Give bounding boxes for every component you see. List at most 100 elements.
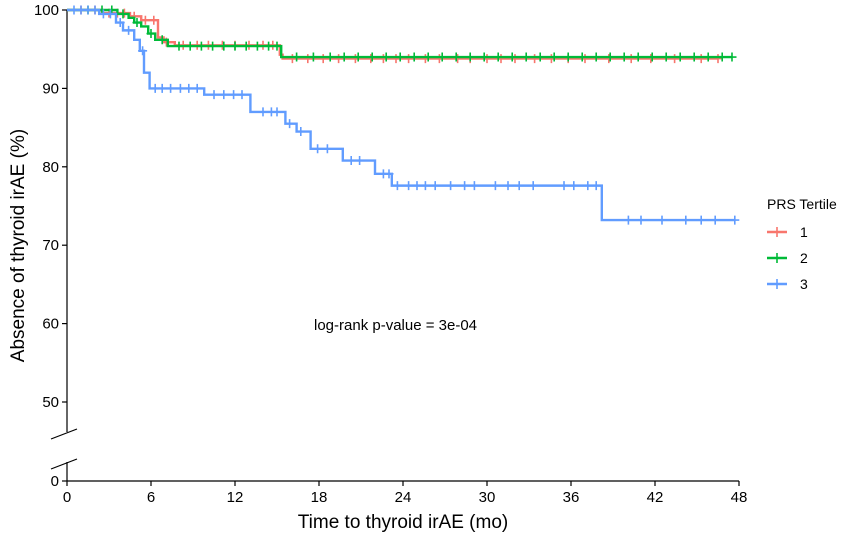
censor-mark	[146, 29, 156, 39]
legend-swatch-cross	[772, 253, 782, 263]
legend-item-2: 2	[767, 250, 808, 266]
censor-mark	[681, 215, 691, 225]
censor-mark	[219, 41, 229, 51]
x-tick-label: 30	[479, 489, 496, 506]
censor-mark	[604, 54, 614, 64]
censor-mark	[423, 52, 433, 62]
censor-mark	[208, 41, 218, 51]
censor-mark	[391, 54, 401, 64]
censor-mark	[710, 215, 720, 225]
censor-mark	[353, 52, 363, 62]
censor-mark	[514, 181, 524, 191]
censor-mark	[623, 215, 633, 225]
censor-mark	[605, 52, 615, 62]
censor-mark	[507, 52, 517, 62]
censor-mark	[530, 54, 540, 64]
censor-mark	[392, 181, 402, 191]
censor-mark	[535, 52, 545, 62]
censor-mark	[633, 52, 643, 62]
censor-mark	[696, 215, 706, 225]
censor-mark	[479, 52, 489, 62]
x-tick-label: 36	[563, 489, 580, 506]
censor-mark	[196, 41, 206, 51]
censor-mark	[577, 52, 587, 62]
censor-mark	[661, 52, 671, 62]
censor-mark	[395, 52, 405, 62]
censor-mark	[713, 54, 723, 64]
censor-mark	[149, 15, 159, 25]
censor-mark	[591, 181, 601, 191]
y-tick-label: 80	[42, 159, 59, 176]
legend-swatch-cross	[772, 227, 782, 237]
legend-swatch-cross	[772, 279, 782, 289]
censor-mark	[230, 41, 240, 51]
censor-mark	[381, 52, 391, 62]
censor-mark	[325, 52, 335, 62]
censor-mark	[185, 41, 195, 51]
censor-mark	[355, 156, 365, 166]
censor-mark	[503, 181, 513, 191]
x-tick-label: 6	[147, 489, 155, 506]
censor-mark	[453, 54, 463, 64]
censor-mark	[569, 181, 579, 191]
series-3	[67, 5, 740, 225]
series-2	[67, 5, 737, 62]
y-axis-title: Absence of thyroid irAE (%)	[8, 129, 29, 362]
censor-mark	[465, 52, 475, 62]
censor-mark	[717, 52, 727, 62]
censor-mark	[138, 46, 148, 56]
censor-mark	[272, 107, 282, 117]
x-tick-label: 42	[647, 489, 664, 506]
censor-mark	[703, 52, 713, 62]
censor-mark	[696, 54, 706, 64]
legend-label: 2	[800, 250, 808, 266]
x-tick-label: 0	[63, 489, 71, 506]
x-axis-title: Time to thyroid irAE (mo)	[298, 512, 508, 533]
censor-mark	[287, 54, 297, 64]
censor-mark	[285, 119, 295, 129]
legend-item-1: 1	[767, 224, 808, 240]
censor-mark	[469, 181, 479, 191]
censor-mark	[313, 144, 323, 154]
censor-mark	[229, 90, 239, 100]
censor-mark	[437, 52, 447, 62]
x-tick-label: 24	[395, 489, 412, 506]
censor-mark	[272, 41, 282, 51]
x-tick-label: 18	[311, 489, 328, 506]
censor-mark	[646, 54, 656, 64]
axis-break-mark-lower	[50, 458, 78, 470]
axes: 0 6 12 18 24 30 36 42 48 0 50 60 70 80 90 100	[34, 2, 747, 506]
censor-mark	[292, 52, 302, 62]
censor-mark	[303, 54, 313, 64]
censor-mark	[322, 144, 332, 154]
y-ticks: 0 50 60 70 80 90 100	[34, 2, 67, 490]
censor-mark	[619, 52, 629, 62]
legend-label: 3	[800, 276, 808, 292]
censor-mark	[334, 54, 344, 64]
censor-mark	[583, 181, 593, 191]
pvalue-annotation: log-rank p-value = 3e-04	[314, 317, 477, 334]
censor-mark	[166, 83, 176, 93]
censor-mark	[318, 54, 328, 64]
y-tick-label: 100	[34, 2, 59, 19]
legend-items: 1 2 3	[767, 224, 808, 292]
km-step-line	[67, 8, 732, 59]
legend-item-3: 3	[767, 276, 808, 292]
censor-mark	[670, 54, 680, 64]
censor-mark	[591, 52, 601, 62]
censor-mark	[367, 52, 377, 62]
censor-mark	[366, 54, 376, 64]
censor-mark	[675, 52, 685, 62]
censor-mark	[404, 54, 414, 64]
censor-mark	[219, 90, 229, 100]
censor-mark	[140, 15, 150, 25]
censor-mark	[132, 18, 142, 28]
censor-mark	[460, 181, 470, 191]
censor-mark	[209, 90, 219, 100]
censor-mark	[296, 127, 306, 137]
censor-mark	[192, 83, 202, 93]
censor-mark	[528, 181, 538, 191]
censor-mark	[657, 215, 667, 225]
x-ticks: 0 6 12 18 24 30 36 42 48	[63, 481, 747, 506]
censor-mark	[409, 52, 419, 62]
